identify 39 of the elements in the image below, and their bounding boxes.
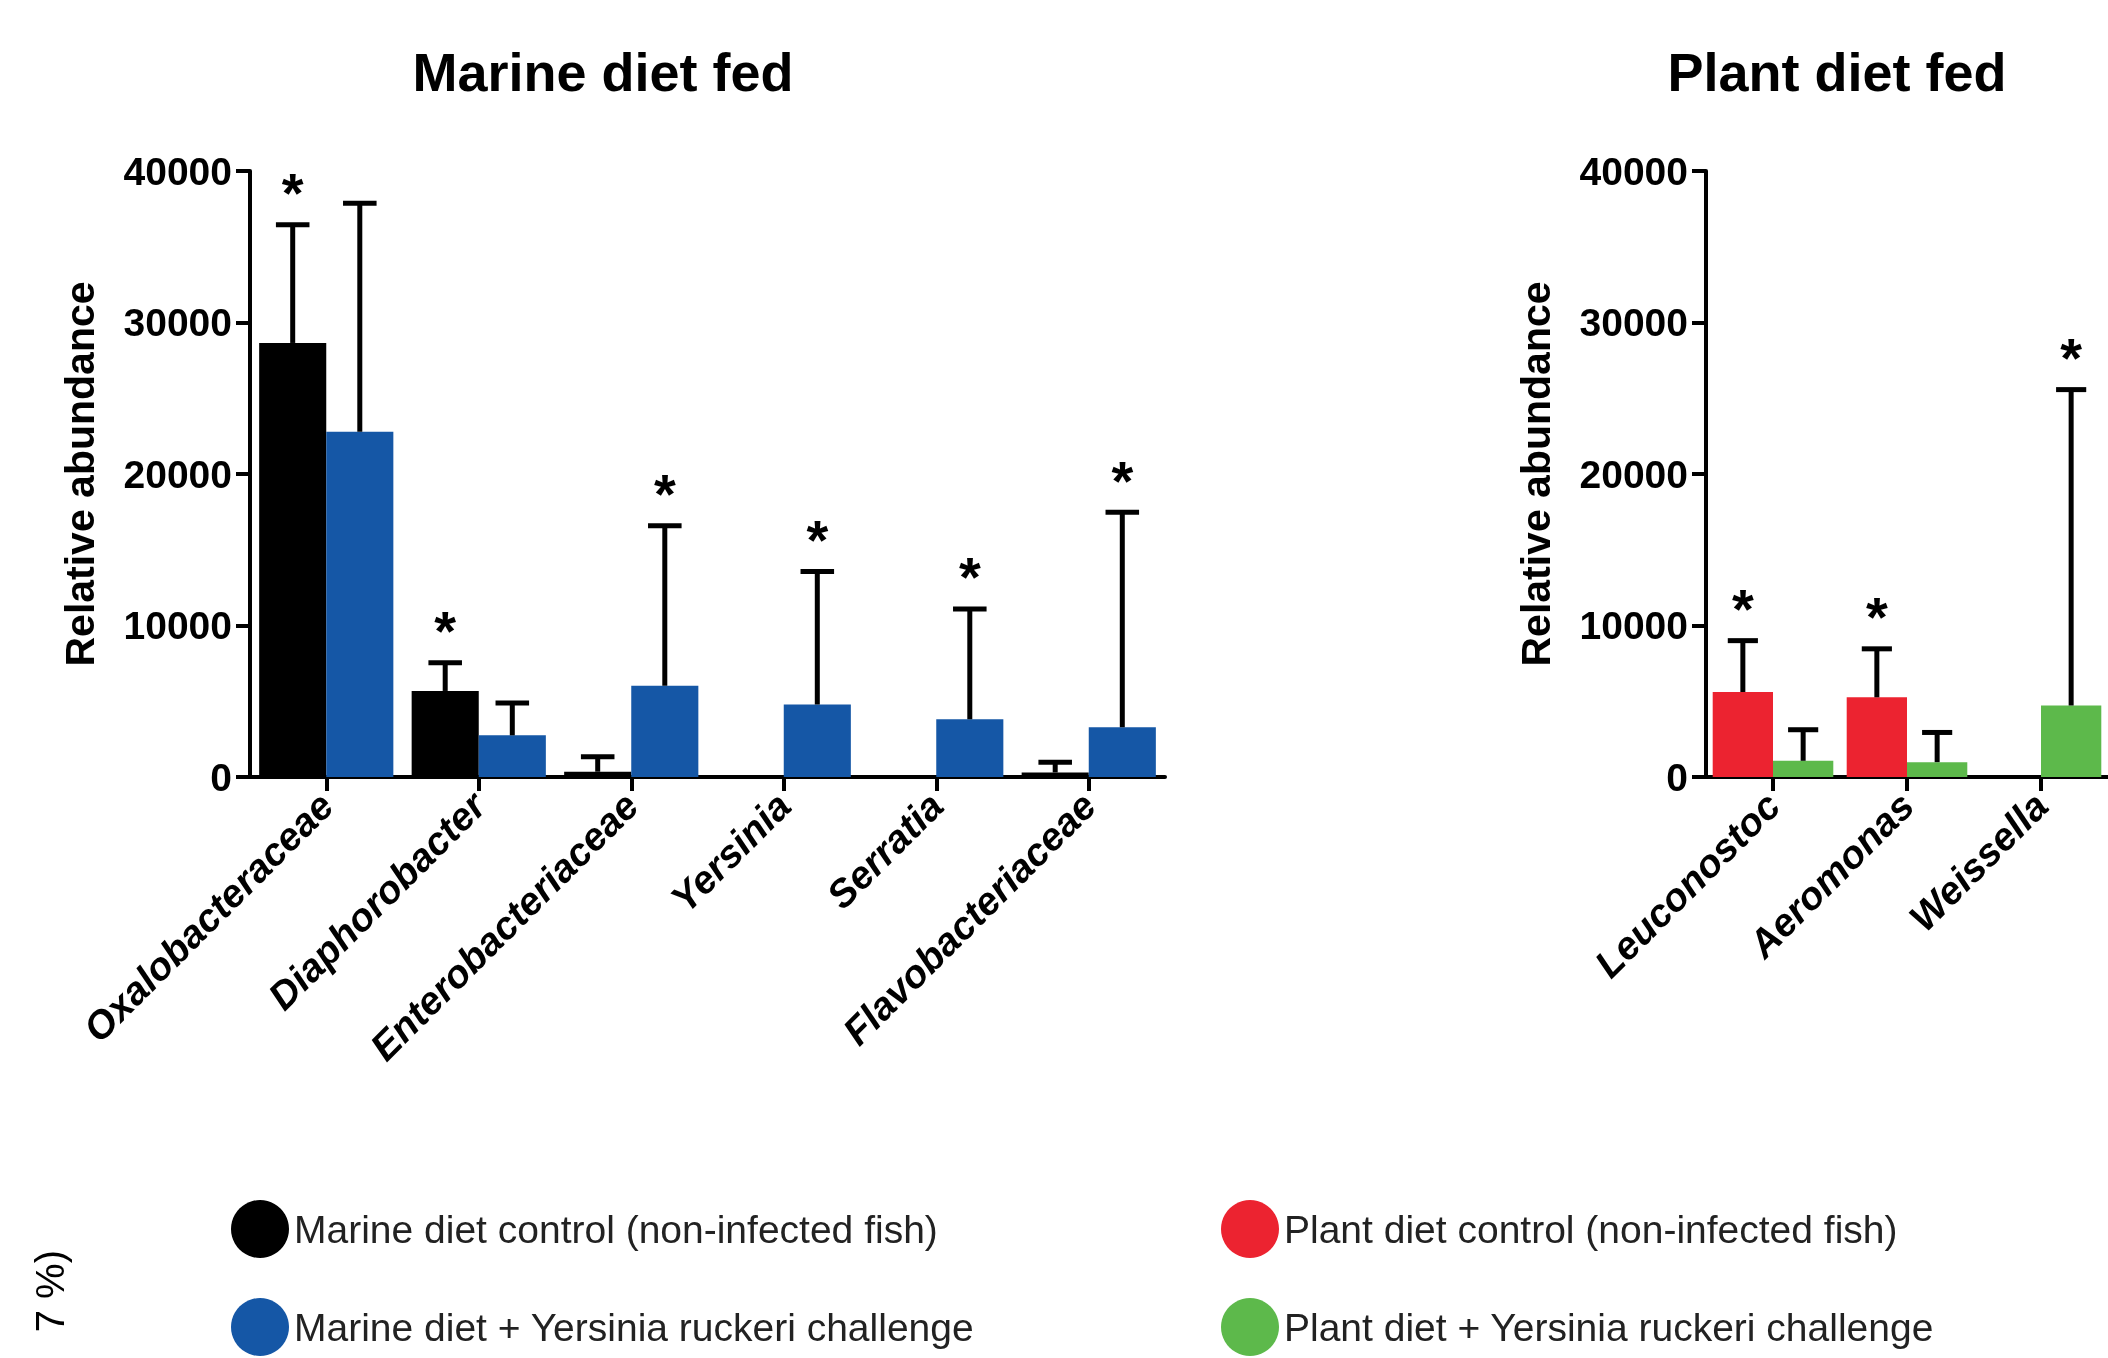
chart-title: Marine diet fed bbox=[412, 42, 794, 102]
y-tick-label: 0 bbox=[210, 755, 232, 799]
y-tick-label: 10000 bbox=[1579, 604, 1688, 647]
bar bbox=[1088, 727, 1156, 777]
y-tick-label: 30000 bbox=[1579, 301, 1688, 344]
y-tick-label: 40000 bbox=[1579, 149, 1688, 193]
annotation: * bbox=[1865, 585, 1888, 649]
bar bbox=[631, 685, 699, 777]
bar bbox=[326, 431, 394, 777]
annotation: * bbox=[434, 599, 457, 663]
annotation: * bbox=[958, 545, 981, 609]
annotation: * bbox=[806, 507, 829, 571]
y-tick-label: 10000 bbox=[123, 604, 232, 647]
legend-label: Plant diet + Yersinia ruckeri challenge bbox=[1284, 1305, 1934, 1349]
y-axis-title: Relative abundance bbox=[1512, 281, 1559, 667]
y-tick-label: 30000 bbox=[123, 301, 232, 344]
bar bbox=[1773, 760, 1834, 777]
bar bbox=[1907, 762, 1968, 777]
annotation: * bbox=[281, 161, 304, 225]
y-tick-label: 40000 bbox=[123, 149, 232, 193]
y-tick-label: 0 bbox=[1666, 755, 1688, 799]
annotation: * bbox=[1111, 448, 1134, 512]
annotation: * bbox=[2060, 326, 2083, 390]
bar bbox=[783, 704, 851, 777]
bar bbox=[1846, 697, 1907, 777]
bar bbox=[478, 735, 546, 777]
chart-title: Plant diet fed bbox=[1667, 42, 2007, 102]
annotation: * bbox=[653, 462, 676, 526]
text: 7 %) bbox=[28, 1250, 72, 1333]
legend-label: Marine diet control (non-infected fish) bbox=[294, 1207, 938, 1251]
y-tick-label: 20000 bbox=[1579, 452, 1688, 496]
bar bbox=[936, 719, 1004, 777]
legend-label: Marine diet + Yersinia ruckeri challenge bbox=[294, 1305, 974, 1349]
bar bbox=[2041, 705, 2102, 777]
bar bbox=[1712, 692, 1773, 777]
y-tick-label: 20000 bbox=[123, 452, 232, 496]
annotation: * bbox=[1731, 577, 1754, 641]
y-axis-title: Relative abundance bbox=[56, 281, 103, 667]
legend-label: Plant diet control (non-infected fish) bbox=[1284, 1207, 1898, 1251]
